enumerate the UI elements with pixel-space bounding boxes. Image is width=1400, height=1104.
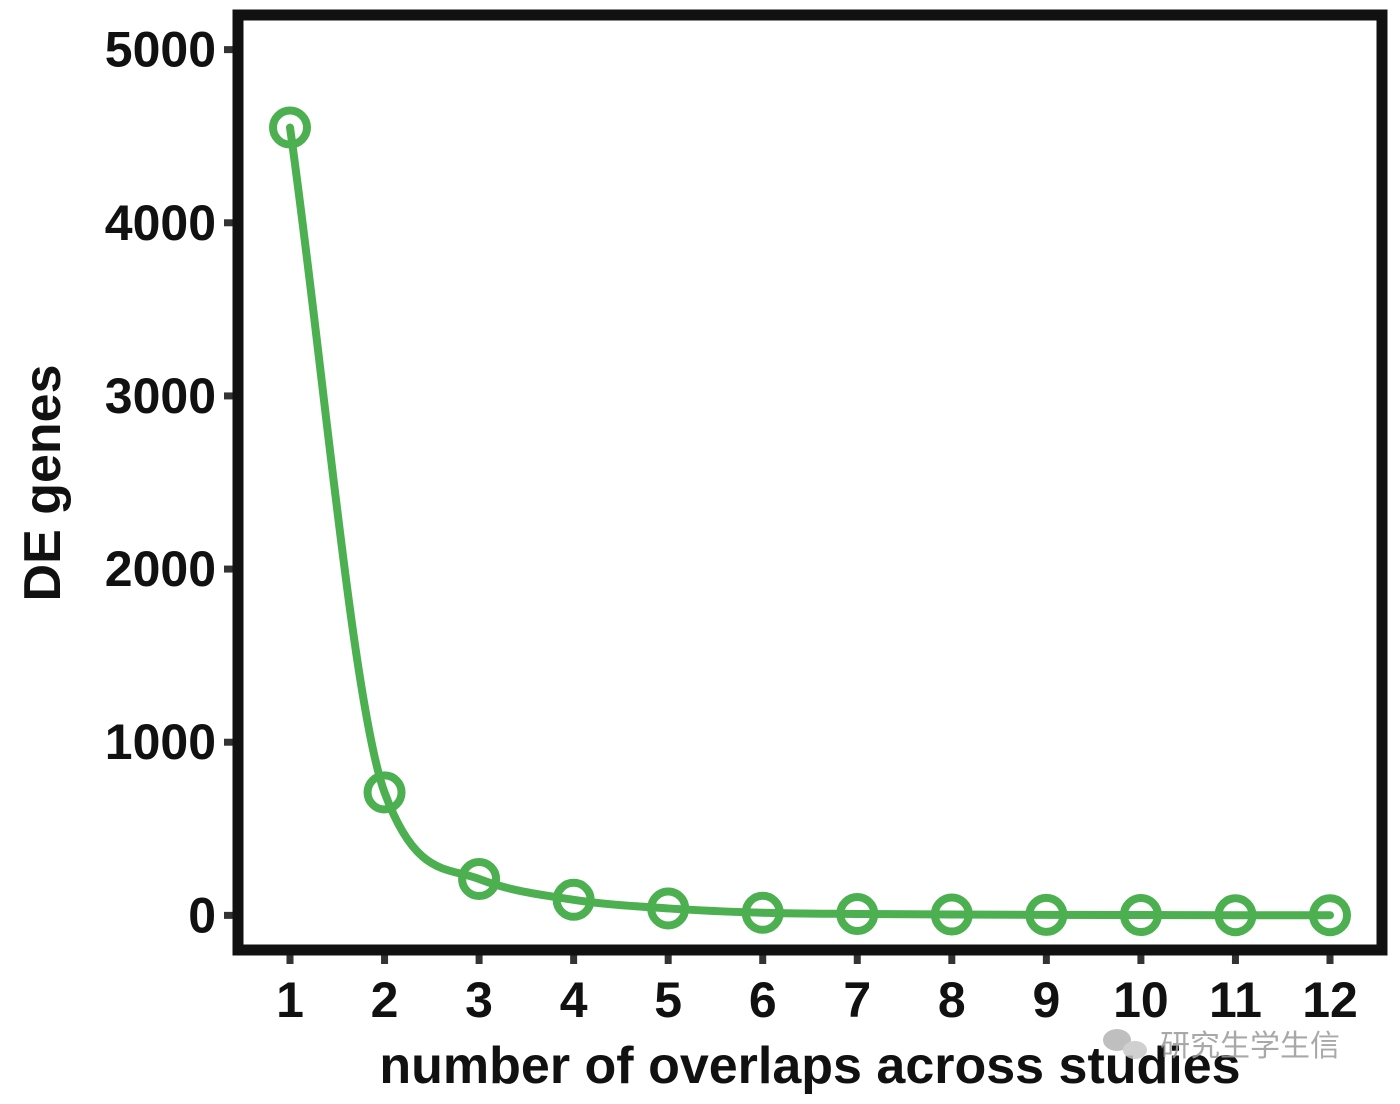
data-point xyxy=(930,893,973,936)
data-point xyxy=(1119,894,1162,937)
y-axis-ticks: 0 1000 2000 3000 4000 5000 xyxy=(105,22,238,943)
x-tick-label: 5 xyxy=(654,972,682,1028)
x-tick-label: 7 xyxy=(843,972,871,1028)
x-tick-label: 3 xyxy=(465,972,493,1028)
data-point xyxy=(269,106,311,149)
data-point xyxy=(741,891,784,934)
x-tick-label: 11 xyxy=(1209,972,1262,1028)
y-axis-title: DE genes xyxy=(14,365,72,602)
y-tick-label: 3000 xyxy=(105,368,216,424)
x-tick-label: 2 xyxy=(371,972,399,1028)
plot-frame xyxy=(232,9,1388,956)
x-axis-ticks: 1 2 3 4 5 6 7 8 9 10 11 12 xyxy=(276,950,1358,1028)
data-point xyxy=(1025,893,1068,936)
y-tick-label: 4000 xyxy=(105,195,216,251)
data-point xyxy=(552,878,595,921)
x-tick-label: 12 xyxy=(1302,972,1358,1028)
watermark: 研究生学生信 xyxy=(1103,1029,1340,1064)
series-line xyxy=(286,123,1334,920)
x-tick-label: 1 xyxy=(276,972,304,1028)
y-tick-label: 5000 xyxy=(105,22,216,78)
x-tick-label: 6 xyxy=(749,972,777,1028)
data-point xyxy=(836,892,879,935)
data-point xyxy=(1309,894,1351,937)
x-tick-label: 9 xyxy=(1032,972,1060,1028)
x-axis-title: number of overlaps across studies xyxy=(379,1037,1240,1095)
wechat-icon xyxy=(1103,1029,1147,1059)
data-point xyxy=(458,858,501,901)
watermark-text: 研究生学生信 xyxy=(1160,1029,1340,1064)
x-tick-label: 4 xyxy=(560,972,588,1028)
data-point xyxy=(1214,894,1257,937)
x-tick-label: 10 xyxy=(1113,972,1169,1028)
data-point xyxy=(363,771,406,814)
y-tick-label: 2000 xyxy=(105,541,216,597)
data-point xyxy=(647,887,690,930)
series-layer xyxy=(269,106,1351,937)
y-tick-label: 0 xyxy=(188,887,216,943)
y-tick-label: 1000 xyxy=(105,714,216,770)
x-tick-label: 8 xyxy=(938,972,966,1028)
